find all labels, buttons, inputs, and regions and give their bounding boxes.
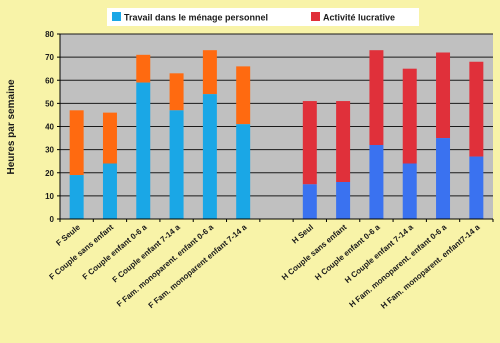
bar-segment-lower <box>336 182 351 219</box>
y-tick-label: 0 <box>50 215 55 224</box>
legend-label-activite: Activité lucrative <box>323 13 395 23</box>
bar-segment-upper <box>469 61 484 157</box>
bar-segment-lower <box>436 138 451 219</box>
y-tick-label: 80 <box>45 30 54 39</box>
y-tick-label: 40 <box>45 123 54 132</box>
bar-segment-upper <box>169 73 184 111</box>
bar-segment-lower <box>69 175 84 219</box>
bar-segment-lower <box>402 163 417 219</box>
bar-segment-lower <box>469 156 484 219</box>
y-tick-label: 70 <box>45 53 54 62</box>
legend-swatch-activite <box>311 12 320 21</box>
legend-label-travail: Travail dans le ménage personnel <box>124 13 268 23</box>
bar-segment-lower <box>302 184 317 219</box>
bar-segment-upper <box>102 112 117 164</box>
legend-swatch-travail <box>112 12 121 21</box>
bar-segment-upper <box>436 52 451 139</box>
x-tick-label: F Couple sans enfant <box>47 222 115 281</box>
bar-segment-lower <box>102 163 117 219</box>
y-tick-label: 50 <box>45 99 54 108</box>
bar-segment-lower <box>236 124 251 219</box>
bar-segment-lower <box>202 94 217 219</box>
bar-segment-upper <box>136 54 151 83</box>
legend-box <box>107 8 419 26</box>
bar-segment-upper <box>236 66 251 125</box>
x-tick-label: F Seule <box>54 222 82 248</box>
bar-segment-lower <box>369 145 384 219</box>
bar-segment-upper <box>69 110 84 176</box>
bar-segment-upper <box>202 50 217 95</box>
bar-segment-lower <box>169 110 184 219</box>
legend: Travail dans le ménage personnel Activit… <box>107 8 419 26</box>
bar-segment-lower <box>136 82 151 219</box>
bar-segment-upper <box>402 68 417 164</box>
y-tick-label: 10 <box>45 192 54 201</box>
y-tick-label: 20 <box>45 169 54 178</box>
x-tick-label: F Couple enfant 0-6 a <box>81 222 149 281</box>
bar-segment-upper <box>336 101 351 182</box>
bar-segment-upper <box>369 50 384 145</box>
y-tick-label: 30 <box>45 146 54 155</box>
y-tick-label: 60 <box>45 76 54 85</box>
x-tick-label: H Seul <box>290 223 315 246</box>
bar-segment-upper <box>302 101 317 185</box>
y-axis-label: Heures par semaine <box>6 79 17 174</box>
